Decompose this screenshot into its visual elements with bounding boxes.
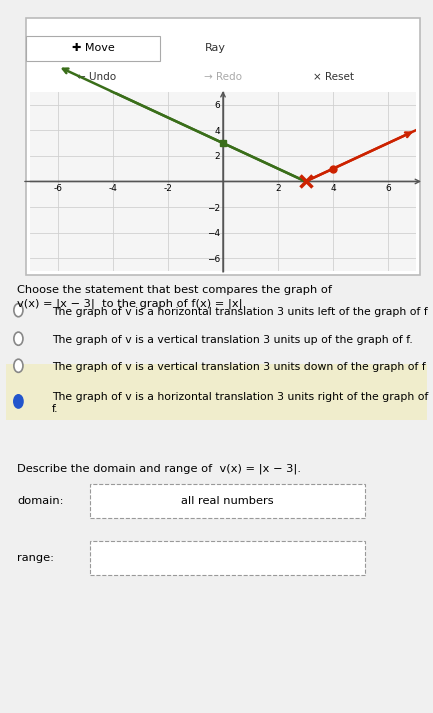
Text: domain:: domain: [17,496,64,506]
Circle shape [14,359,23,372]
Text: Describe the domain and range of  v(x) = |x − 3|.: Describe the domain and range of v(x) = … [17,463,301,474]
Text: The graph of v is a vertical translation 3 units down of the graph of f: The graph of v is a vertical translation… [52,362,426,372]
Text: Ray: Ray [205,43,226,53]
Text: ✕: ✕ [218,19,228,32]
Text: ← Undo: ← Undo [78,72,116,82]
Text: v(x) = |x − 3|  to the graph of f(x) = |x|.: v(x) = |x − 3| to the graph of f(x) = |x… [17,298,246,309]
Text: × Reset: × Reset [313,72,354,82]
FancyBboxPatch shape [26,36,160,61]
Text: The graph of v is a horizontal translation 3 units left of the graph of f: The graph of v is a horizontal translati… [52,307,428,317]
Text: all real numbers: all real numbers [181,496,274,506]
Circle shape [14,395,23,408]
Circle shape [14,304,23,317]
Text: The graph of v is a horizontal translation 3 units right of the graph of
f.: The graph of v is a horizontal translati… [52,392,428,414]
Text: → Redo: → Redo [204,72,242,82]
Text: ✚ Move: ✚ Move [71,43,114,53]
Text: range:: range: [17,553,54,563]
Circle shape [14,332,23,345]
Text: The graph of v is a vertical translation 3 units up of the graph of f.: The graph of v is a vertical translation… [52,335,413,345]
Text: Choose the statement that best compares the graph of: Choose the statement that best compares … [17,285,332,295]
